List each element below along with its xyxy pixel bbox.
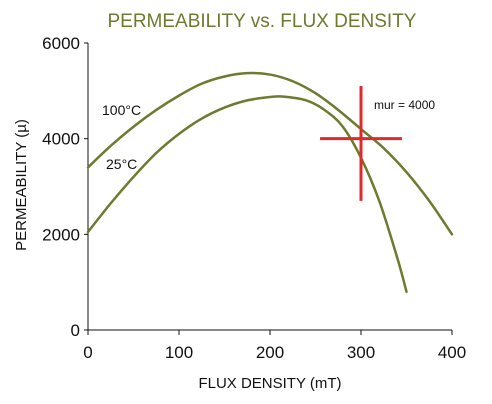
x-tick-label: 300 [347,343,375,362]
annotation-label: mur = 4000 [374,98,435,112]
series-line-25c [86,95,408,293]
x-tick-label: 0 [83,343,92,362]
y-tick-label: 0 [71,321,80,340]
series-label-100c: 100°C [102,102,141,118]
series-line-100c [86,71,454,236]
plot-layer: 0 2000 4000 6000 0 100 200 300 400 100°C 25°C mur =… [42,34,466,362]
y-axis-label: PERMEABILITY (µ) [13,119,30,251]
x-tick-label: 400 [438,343,466,362]
chart-title: PERMEABILITY vs. FLUX DENSITY [107,11,416,32]
y-tick-label: 2000 [42,225,80,244]
y-tick-label: 4000 [42,130,80,149]
x-axis-label: FLUX DENSITY (mT) [198,375,341,392]
series-label-25c: 25°C [106,156,137,172]
y-tick-label: 6000 [42,34,80,53]
x-tick-label: 100 [165,343,193,362]
x-tick-label: 200 [256,343,284,362]
